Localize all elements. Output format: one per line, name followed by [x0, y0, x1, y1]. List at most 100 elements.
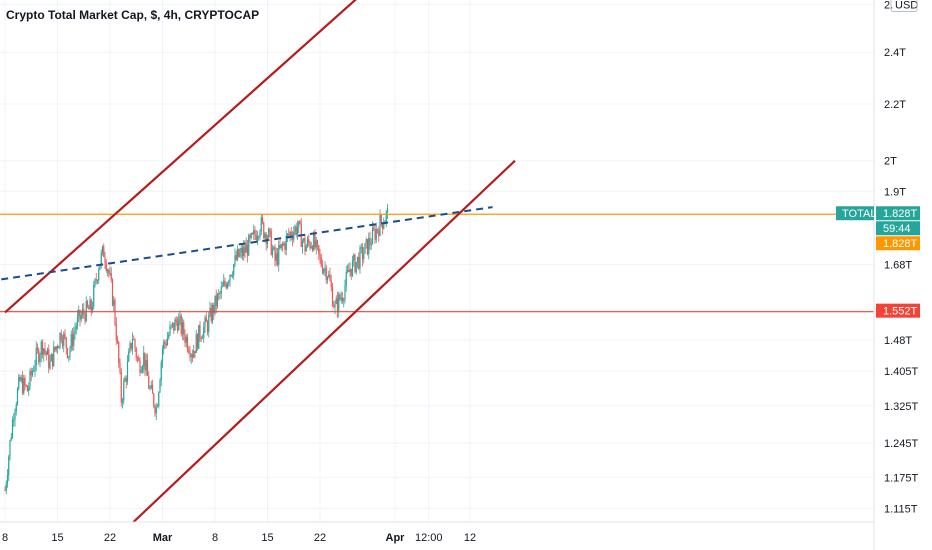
- candle-body: [154, 406, 156, 414]
- candle-body: [321, 265, 324, 273]
- candle: [333, 301, 335, 309]
- candle-body: [305, 246, 307, 252]
- candle: [301, 238, 304, 254]
- price-axis-label: 1.68T: [884, 260, 912, 272]
- candle: [304, 233, 306, 256]
- candle-body: [69, 348, 71, 357]
- candle: [8, 454, 10, 481]
- candle-body: [186, 336, 189, 350]
- candle-body: [373, 228, 375, 230]
- candle-body: [249, 235, 251, 238]
- candle: [141, 364, 144, 374]
- candle-body: [10, 437, 12, 441]
- candle: [314, 228, 316, 250]
- candle-body: [371, 228, 374, 245]
- candle: [23, 374, 25, 395]
- candle-body: [323, 269, 325, 273]
- price-tag-value: 1.552T: [883, 306, 918, 318]
- currency-label: USD: [895, 0, 918, 12]
- time-axis-label: 15: [51, 532, 63, 544]
- candle: [110, 267, 112, 283]
- candle: [63, 331, 65, 353]
- candle-body: [195, 334, 197, 354]
- candle-body: [336, 298, 339, 312]
- candle: [345, 265, 347, 292]
- candle: [321, 259, 324, 275]
- candle-body: [21, 377, 24, 394]
- candle: [64, 329, 66, 340]
- candle: [281, 241, 284, 252]
- candle-body: [166, 338, 169, 346]
- candle-body: [301, 240, 304, 247]
- candle: [194, 350, 196, 359]
- candle-body: [118, 342, 120, 363]
- candle: [360, 243, 362, 254]
- candle-body: [149, 388, 151, 390]
- candle: [324, 261, 326, 277]
- candle: [116, 335, 119, 345]
- candle: [89, 296, 91, 310]
- price-axis-label: 1.405T: [884, 366, 919, 378]
- candle: [50, 352, 52, 362]
- candle-body: [89, 299, 91, 310]
- candle-body: [84, 313, 86, 322]
- candle: [236, 245, 239, 262]
- candle-body: [376, 229, 379, 231]
- candle-body: [214, 295, 216, 314]
- candle-body: [103, 246, 105, 257]
- candle-body: [88, 306, 90, 310]
- candle-body: [110, 272, 112, 280]
- candle: [275, 247, 277, 266]
- candle: [260, 213, 262, 236]
- candle-body: [121, 400, 124, 403]
- candle: [123, 377, 125, 405]
- candle-body: [189, 352, 191, 358]
- candle: [161, 345, 164, 369]
- candle: [71, 327, 74, 351]
- candle-body: [340, 297, 342, 300]
- candle: [320, 253, 322, 268]
- candle-body: [163, 341, 165, 349]
- candle: [35, 341, 37, 372]
- candle-body: [279, 245, 281, 248]
- time-axis-label: 15: [261, 532, 273, 544]
- price-tag-value: 1.828T: [883, 238, 918, 250]
- candle: [369, 231, 371, 250]
- candle-body: [66, 348, 69, 358]
- candle-body: [206, 321, 209, 332]
- candle: [48, 344, 50, 374]
- candle: [20, 374, 22, 384]
- candle-body: [9, 440, 11, 457]
- candle: [180, 313, 182, 337]
- candle: [49, 355, 51, 370]
- candle: [256, 230, 259, 246]
- candle: [350, 268, 352, 280]
- candle-body: [241, 247, 244, 256]
- candle-body: [119, 362, 121, 373]
- candle-body: [199, 324, 201, 338]
- candle: [338, 291, 340, 318]
- candle-body: [359, 247, 361, 269]
- candle: [60, 329, 62, 344]
- candle-body: [153, 393, 155, 407]
- candle-body: [256, 236, 259, 241]
- candle-body: [230, 274, 232, 277]
- candle: [120, 368, 122, 407]
- candle: [273, 245, 275, 251]
- candle: [386, 203, 389, 219]
- candle: [315, 237, 317, 255]
- candle-body: [173, 322, 175, 331]
- candle: [109, 266, 111, 277]
- candle-body: [158, 392, 160, 407]
- candle-body: [311, 246, 314, 251]
- candle-body: [315, 240, 317, 248]
- candle: [221, 281, 224, 288]
- candle: [353, 253, 355, 267]
- candle: [356, 256, 359, 269]
- dashed-trend-line: [0, 206, 493, 281]
- candle: [44, 342, 46, 356]
- candle-body: [48, 349, 50, 369]
- candle: [249, 233, 251, 243]
- candle: [246, 239, 249, 263]
